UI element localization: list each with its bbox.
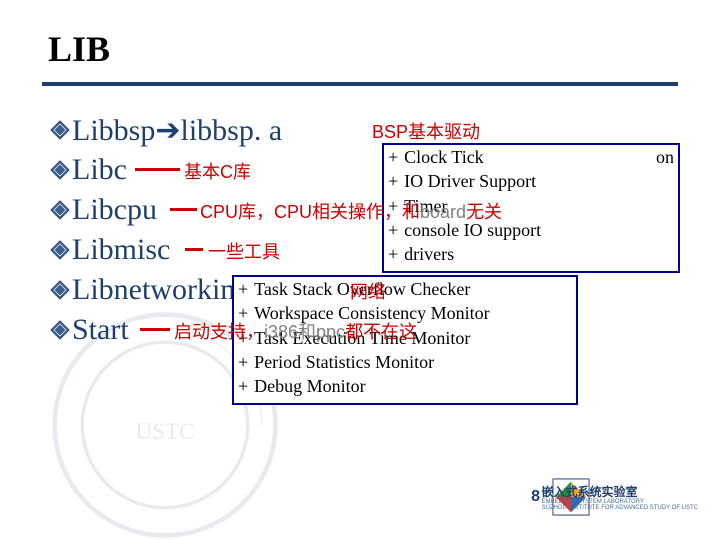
bullet-label: Libmisc <box>72 233 170 267</box>
bullet-icon <box>50 200 70 220</box>
svg-text:USTC: USTC <box>136 419 195 444</box>
box-row: +Period Statistics Monitor <box>234 350 576 374</box>
box-row: +IO Driver Support <box>384 169 678 193</box>
bullet-libbsp: Libbsp➔libbsp. a <box>50 110 282 150</box>
bullet-icon <box>50 320 70 340</box>
anno-start: 启动支持，i386和ppc都不在这 <box>174 318 417 344</box>
bullet-label: Libbsp➔libbsp. a <box>72 113 282 148</box>
box-row: +drivers <box>384 242 678 266</box>
bullet-icon <box>50 160 70 180</box>
box-row: +Clock Tickon <box>384 145 678 169</box>
bullet-label: Libcpu <box>72 193 157 227</box>
anno-bsp: BSP基本驱动 <box>372 118 480 144</box>
anno-line-libmisc <box>185 248 203 251</box>
bullet-icon <box>50 240 70 260</box>
bullet-icon <box>50 280 70 300</box>
box-row: +Debug Monitor <box>234 374 576 398</box>
slide-title: LIB <box>48 28 110 70</box>
page-number: 8 <box>531 488 540 506</box>
title-rule <box>42 82 678 86</box>
bullet-label: Start <box>72 313 129 347</box>
anno-net: 网络 <box>350 278 386 304</box>
bullet-label: Libnetworking <box>72 273 250 307</box>
anno-libcpu: CPU库，CPU相关操作，和board无关 <box>200 198 502 224</box>
box-row: +Task Stack Overflow Checker <box>234 277 576 301</box>
anno-line-libcpu <box>170 208 197 211</box>
anno-line-start <box>140 328 170 331</box>
bullet-label: Libc <box>72 153 127 187</box>
footer: 8 嵌入式系统实验室 EMBEDDED SYSTEM LABORATORY SU… <box>0 478 720 528</box>
anno-libc: 基本C库 <box>184 158 251 184</box>
lab-name: 嵌入式系统实验室 EMBEDDED SYSTEM LABORATORY SUZH… <box>542 486 698 512</box>
anno-line-libc <box>135 168 180 171</box>
slide: USTC Science and Technology LIB Libbsp➔l… <box>0 0 720 540</box>
bullet-icon <box>50 120 70 140</box>
anno-libmisc: 一些工具 <box>208 238 280 264</box>
